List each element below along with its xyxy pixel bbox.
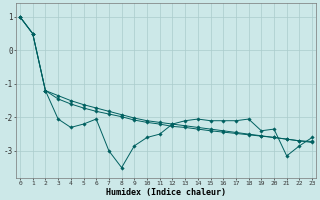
X-axis label: Humidex (Indice chaleur): Humidex (Indice chaleur)	[106, 188, 226, 197]
